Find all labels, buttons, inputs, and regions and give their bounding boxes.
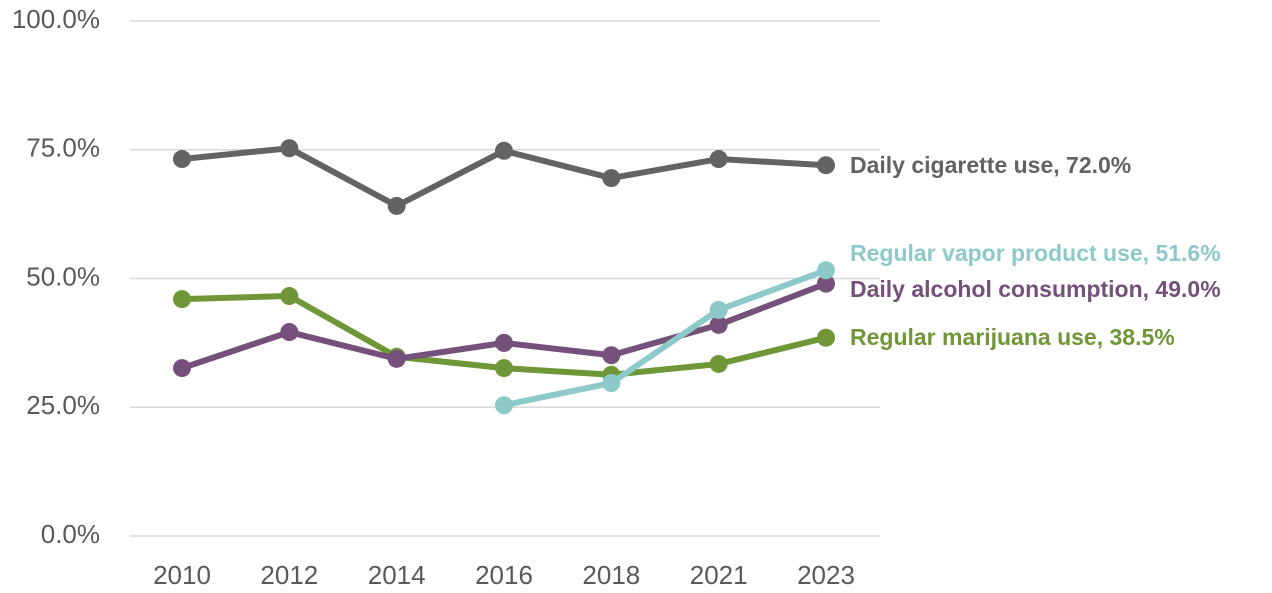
y-tick-label: 100.0% xyxy=(12,4,100,34)
y-tick-label: 75.0% xyxy=(26,133,100,163)
x-tick-label: 2023 xyxy=(797,560,855,590)
series-line xyxy=(503,267,828,409)
data-point xyxy=(709,300,728,319)
data-point xyxy=(602,374,621,393)
data-point xyxy=(495,396,513,415)
series-label: Regular vapor product use, 51.6% xyxy=(850,240,1221,266)
data-point xyxy=(173,150,191,169)
data-point xyxy=(387,349,406,368)
data-point xyxy=(709,150,728,169)
data-point xyxy=(173,290,191,309)
x-tick-label: 2016 xyxy=(475,560,533,590)
data-point xyxy=(495,141,513,160)
y-tick-label: 25.0% xyxy=(26,390,100,420)
data-point xyxy=(495,359,513,378)
data-point xyxy=(709,354,728,373)
data-point xyxy=(602,346,621,365)
data-point xyxy=(495,333,513,352)
y-tick-label: 0.0% xyxy=(41,519,100,549)
x-tick-label: 2010 xyxy=(153,560,211,590)
data-point xyxy=(709,315,728,334)
data-point xyxy=(280,139,299,158)
x-tick-label: 2021 xyxy=(690,560,748,590)
data-point xyxy=(817,328,835,347)
data-point xyxy=(817,274,835,293)
data-point xyxy=(387,196,406,215)
series-label: Daily cigarette use, 72.0% xyxy=(850,152,1131,178)
data-point xyxy=(817,156,835,175)
data-point xyxy=(280,287,299,306)
series-label: Daily alcohol consumption, 49.0% xyxy=(850,276,1221,302)
data-point xyxy=(280,323,299,342)
data-point xyxy=(173,359,191,378)
data-point xyxy=(602,169,621,188)
x-tick-label: 2012 xyxy=(260,560,318,590)
x-tick-label: 2014 xyxy=(368,560,426,590)
series-label: Regular marijuana use, 38.5% xyxy=(850,324,1175,350)
y-tick-label: 50.0% xyxy=(26,261,100,291)
data-point xyxy=(817,261,835,280)
x-tick-label: 2018 xyxy=(582,560,640,590)
